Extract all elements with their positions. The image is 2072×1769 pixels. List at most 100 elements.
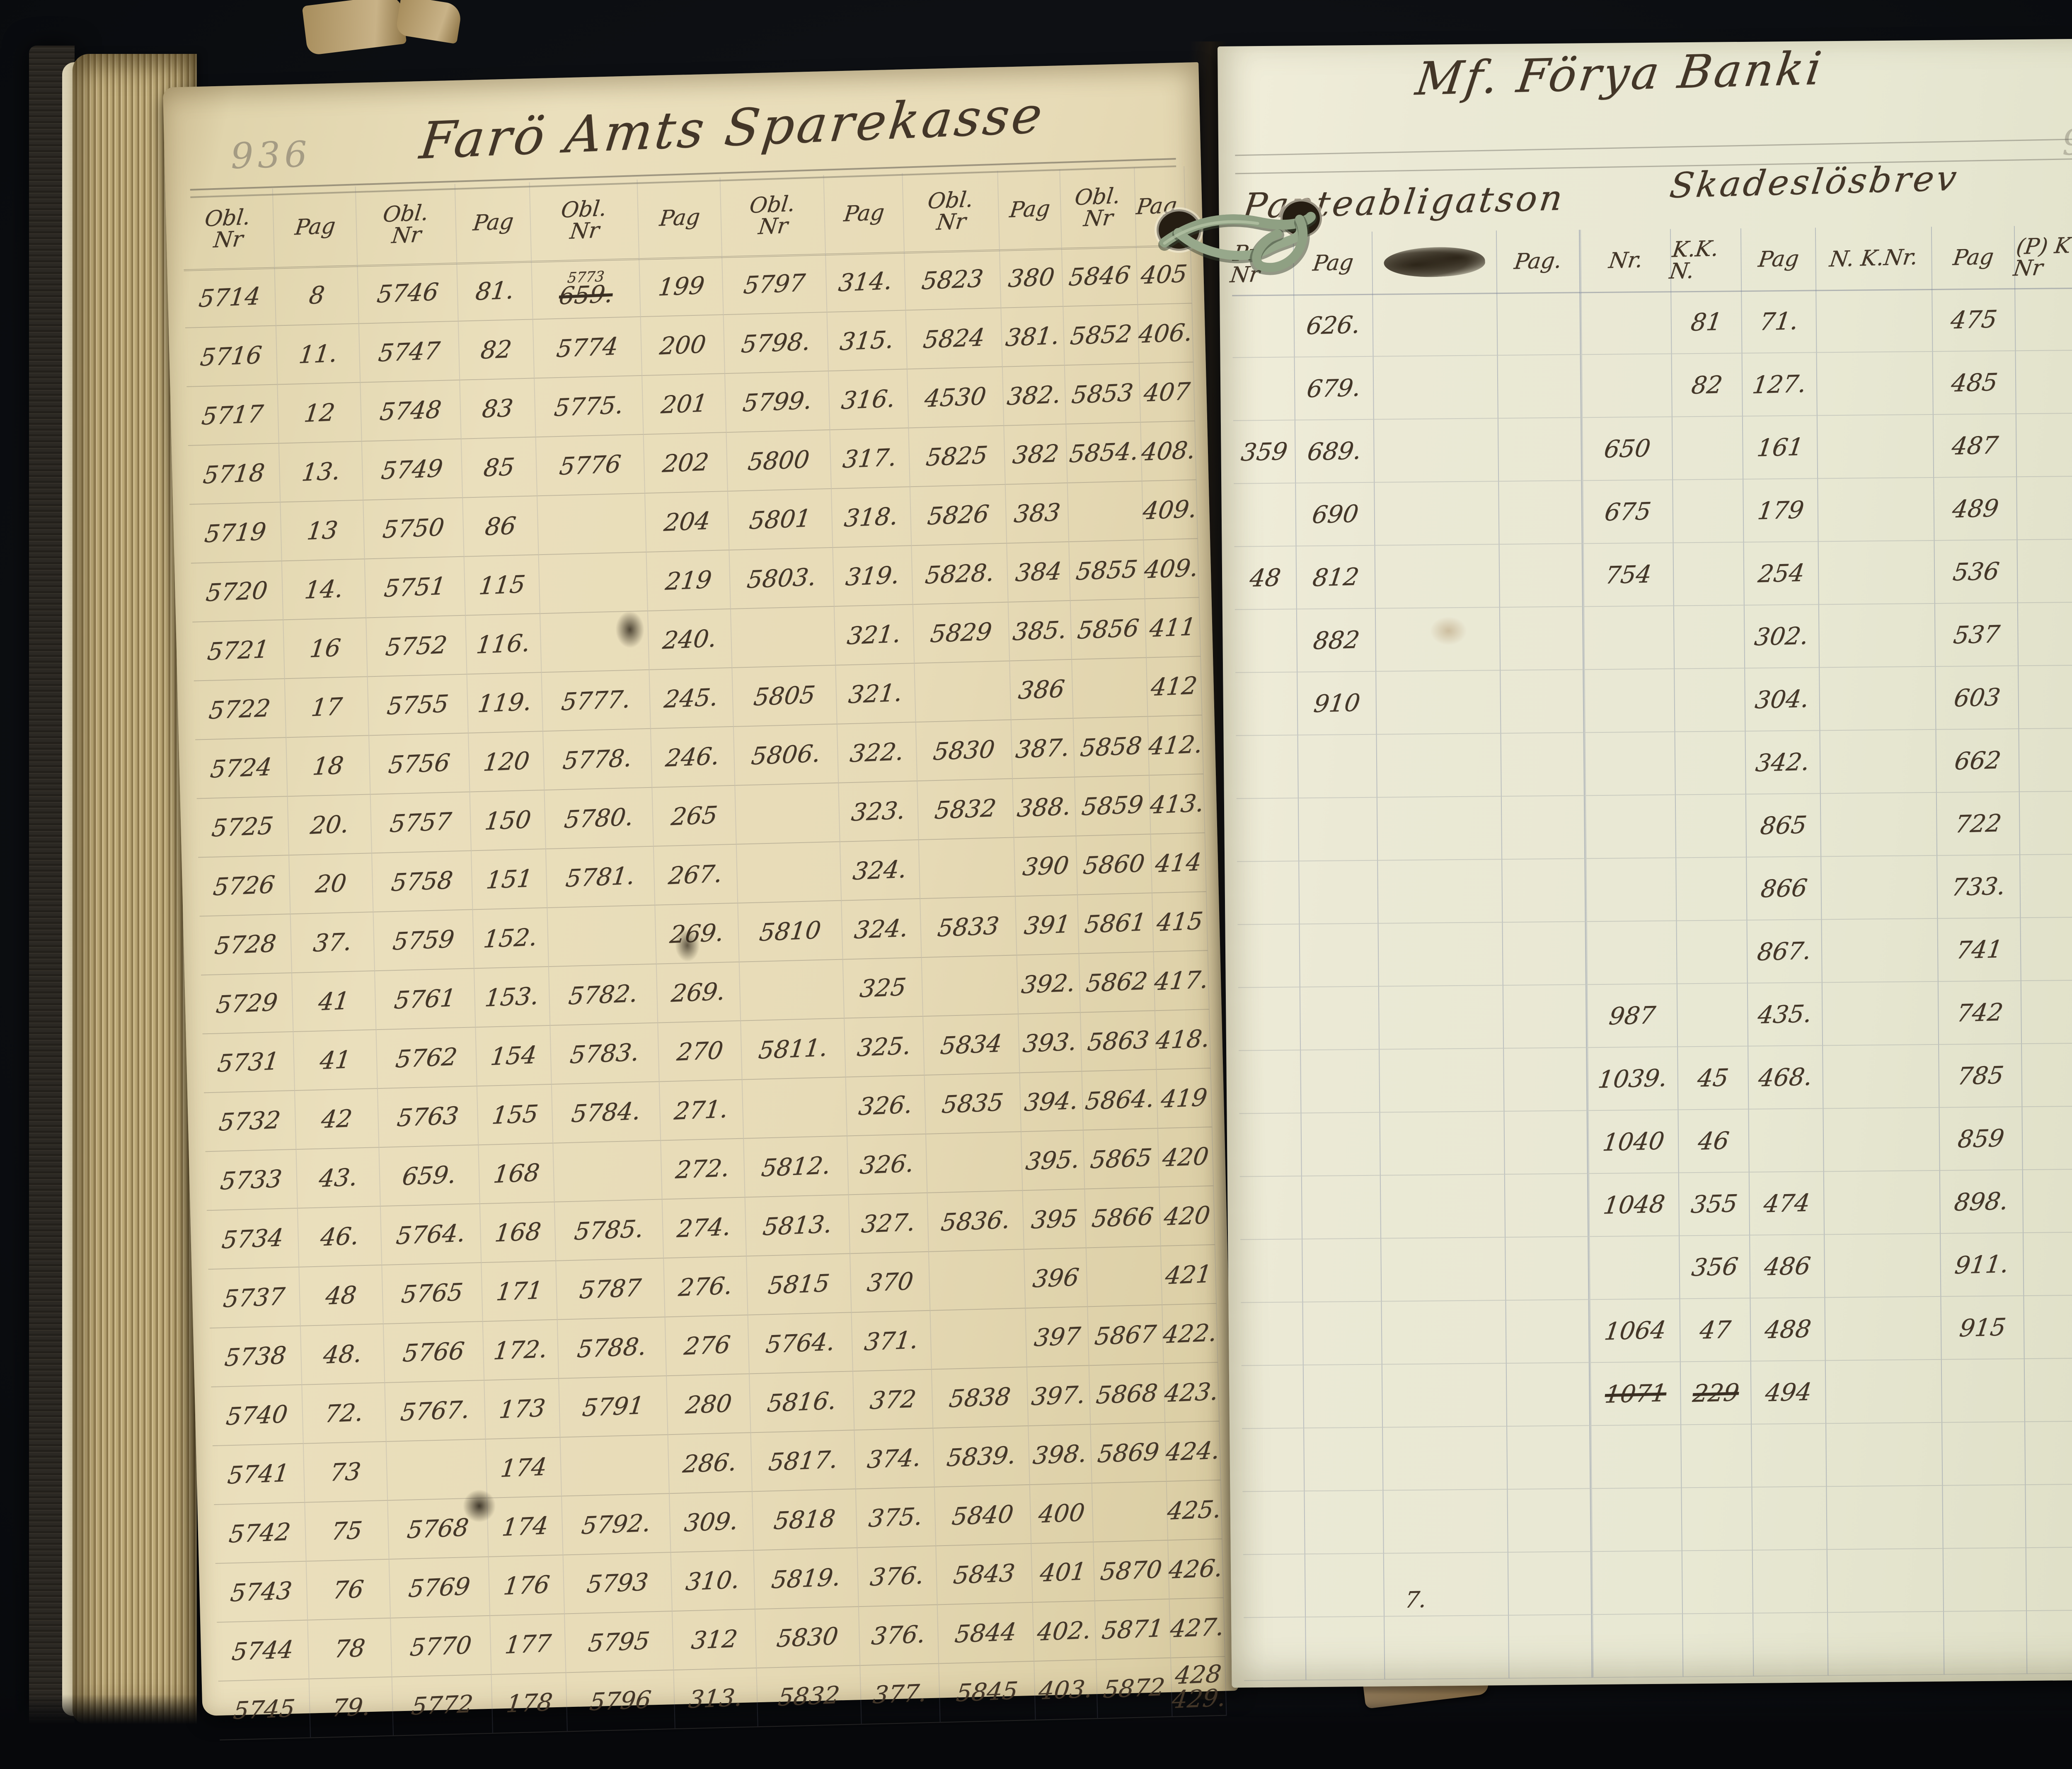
- handwritten-value: 13.: [300, 456, 342, 487]
- handwritten-value: 372: [868, 1384, 918, 1415]
- handwritten-value: 390: [1021, 851, 1070, 882]
- table-cell: 161: [1743, 416, 1818, 480]
- table-cell: 487: [1933, 414, 2017, 478]
- handwritten-value: 5777.: [560, 685, 632, 716]
- handwritten-value: 5869: [1096, 1437, 1161, 1469]
- table-cell: 5817.: [751, 1430, 856, 1492]
- table-cell: 5716: [185, 326, 278, 387]
- handwritten-value: Pag.: [1513, 248, 1564, 274]
- header-cell: Pag: [1932, 226, 2016, 290]
- table-cell: [1376, 671, 1501, 735]
- handwritten-value: 5745: [232, 1694, 297, 1725]
- handwritten-value: 5733: [219, 1164, 284, 1195]
- handwritten-value: 254: [1756, 558, 1806, 588]
- handwritten-value: 5867: [1093, 1320, 1158, 1351]
- handwritten-value: 376.: [869, 1561, 926, 1592]
- handwritten-value: 402.: [1036, 1616, 1093, 1646]
- scribbled-out-header: [1383, 244, 1486, 280]
- handwritten-value: 5796: [588, 1685, 653, 1716]
- handwritten-value: 380: [1007, 262, 1056, 293]
- handwritten-value: 408.: [1140, 436, 1197, 466]
- handwritten-value: 382: [1011, 439, 1060, 470]
- table-cell: 13.: [279, 441, 364, 503]
- right-ledger-table: 626. 81 71. 475 679. 82 127. 485 359 689. 650 161 48…: [1232, 287, 2072, 1681]
- table-cell: [1298, 797, 1378, 862]
- table-cell: 5769: [389, 1557, 491, 1619]
- table-cell: 5869: [1091, 1422, 1167, 1484]
- handwritten-value: 741: [1954, 935, 2004, 964]
- table-cell: 375.: [856, 1487, 937, 1548]
- handwritten-value: 323.: [850, 796, 907, 827]
- table-cell: [1592, 1614, 1684, 1678]
- handwritten-value: 204: [662, 506, 712, 537]
- handwritten-value: 153.: [483, 981, 541, 1012]
- table-cell: 270: [658, 1021, 743, 1082]
- handwritten-value: 898.: [1953, 1187, 2010, 1216]
- table-cell: 5725: [196, 797, 290, 858]
- table-cell: 5752: [366, 616, 467, 677]
- table-cell: [1236, 735, 1299, 799]
- handwritten-value: 310.: [684, 1565, 741, 1596]
- right-page-title: Mf. Förya Banki: [1412, 41, 1827, 106]
- table-cell: 5795: [565, 1611, 674, 1673]
- handwritten-value: 20.: [309, 809, 351, 840]
- handwritten-value: 536: [1951, 557, 2001, 586]
- handwritten-value: 391: [1022, 910, 1072, 940]
- table-cell: 426.: [1167, 1539, 1224, 1599]
- table-cell: 650: [1581, 417, 1673, 481]
- table-cell: 8: [275, 265, 359, 326]
- handwritten-value: 5868: [1094, 1378, 1159, 1410]
- table-cell: 400: [1030, 1483, 1094, 1544]
- table-cell: 5732: [204, 1091, 297, 1152]
- table-cell: [929, 1250, 1026, 1311]
- table-cell: [1682, 1487, 1753, 1551]
- handwritten-value: 5740: [225, 1400, 289, 1431]
- table-cell: 356: [1680, 1235, 1751, 1299]
- handwritten-value: 422.: [1161, 1318, 1219, 1349]
- handwritten-value: 424.: [1164, 1436, 1222, 1467]
- binding-cord: [1155, 197, 1324, 275]
- handwritten-value: 5717: [200, 400, 265, 431]
- table-cell: [1238, 987, 1301, 1051]
- table-cell: 172.: [483, 1320, 559, 1381]
- table-cell: [1380, 1112, 1505, 1176]
- table-cell: [1585, 858, 1677, 922]
- table-cell: 11.: [276, 324, 361, 385]
- table-cell: [2017, 476, 2072, 540]
- handwritten-value: 415: [1155, 906, 1205, 937]
- table-cell: [1501, 733, 1585, 797]
- table-cell: 48: [299, 1265, 384, 1326]
- header-cell: Nr.: [1579, 229, 1672, 293]
- table-cell: 1064: [1589, 1299, 1681, 1363]
- table-cell: 313.: [674, 1668, 758, 1730]
- handwritten-value: 5757: [388, 807, 453, 838]
- handwritten-value: 321.: [845, 619, 903, 650]
- table-cell: 488: [1750, 1298, 1826, 1362]
- handwritten-value: 382.: [1005, 380, 1063, 411]
- handwritten-value: 5806.: [750, 739, 822, 771]
- handwritten-value: 271.: [673, 1095, 730, 1125]
- handwritten-value: 5824: [922, 323, 987, 354]
- handwritten-value: 5872: [1101, 1672, 1167, 1704]
- table-cell: 173: [484, 1379, 561, 1439]
- handwritten-value: 200: [658, 330, 707, 361]
- handwritten-value: 537: [1951, 620, 2002, 649]
- handwritten-value: 356: [1690, 1252, 1740, 1282]
- handwritten-value: 5774: [555, 332, 620, 363]
- table-cell: [1752, 1550, 1828, 1614]
- table-cell: [731, 606, 836, 668]
- handwritten-value: 429.: [1170, 1683, 1227, 1714]
- table-cell: 5858: [1073, 717, 1150, 778]
- table-cell: 475: [1932, 288, 2016, 352]
- table-cell: [1503, 985, 1587, 1049]
- handwritten-value: 5732: [217, 1105, 282, 1137]
- handwritten-value: 304.: [1753, 684, 1811, 714]
- handwritten-value: 5793: [585, 1568, 650, 1599]
- handwritten-value: 485: [1949, 368, 1999, 397]
- table-cell: 43.: [296, 1148, 381, 1209]
- handwritten-value: 199: [656, 271, 706, 302]
- table-cell: 5870: [1094, 1540, 1170, 1602]
- handwritten-value: 5805: [752, 680, 817, 712]
- table-cell: [1944, 1611, 2028, 1675]
- table-cell: 5867: [1088, 1305, 1164, 1366]
